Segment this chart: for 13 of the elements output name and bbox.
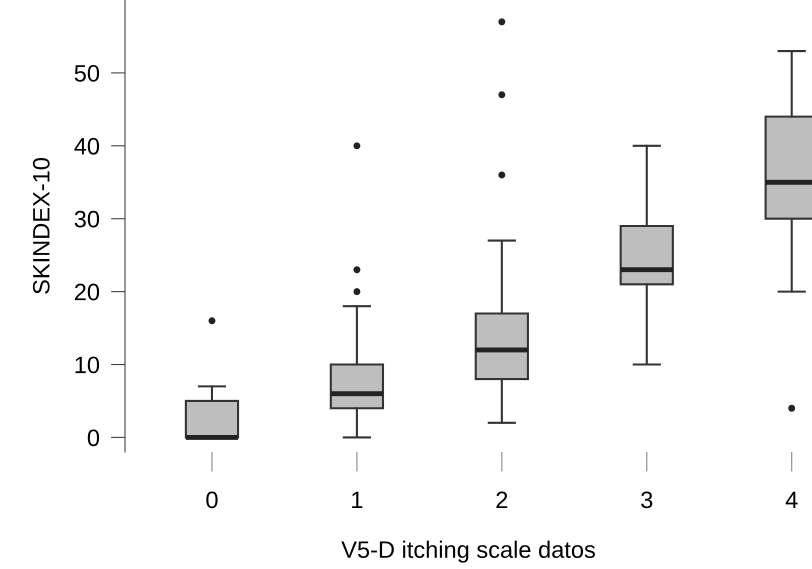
y-tick-label: 10 [76, 356, 100, 374]
y-tick-label: 30 [74, 210, 100, 228]
y-axis-title: SKINDEX-10 [32, 158, 50, 294]
x-tick-label: 0 [206, 492, 218, 508]
x-axis-title: V5-D itching scale datos [341, 540, 595, 563]
x-tick-label: 3 [641, 492, 652, 508]
y-tick-label: 20 [74, 284, 100, 300]
y-tick-label: 40 [74, 138, 100, 155]
y-tick-label: 0 [88, 429, 100, 446]
x-tick-label: 2 [496, 492, 508, 508]
y-tick-label: 50 [74, 64, 100, 82]
x-tick-label: 4 [786, 492, 798, 508]
x-tick-label: 1 [352, 492, 362, 508]
